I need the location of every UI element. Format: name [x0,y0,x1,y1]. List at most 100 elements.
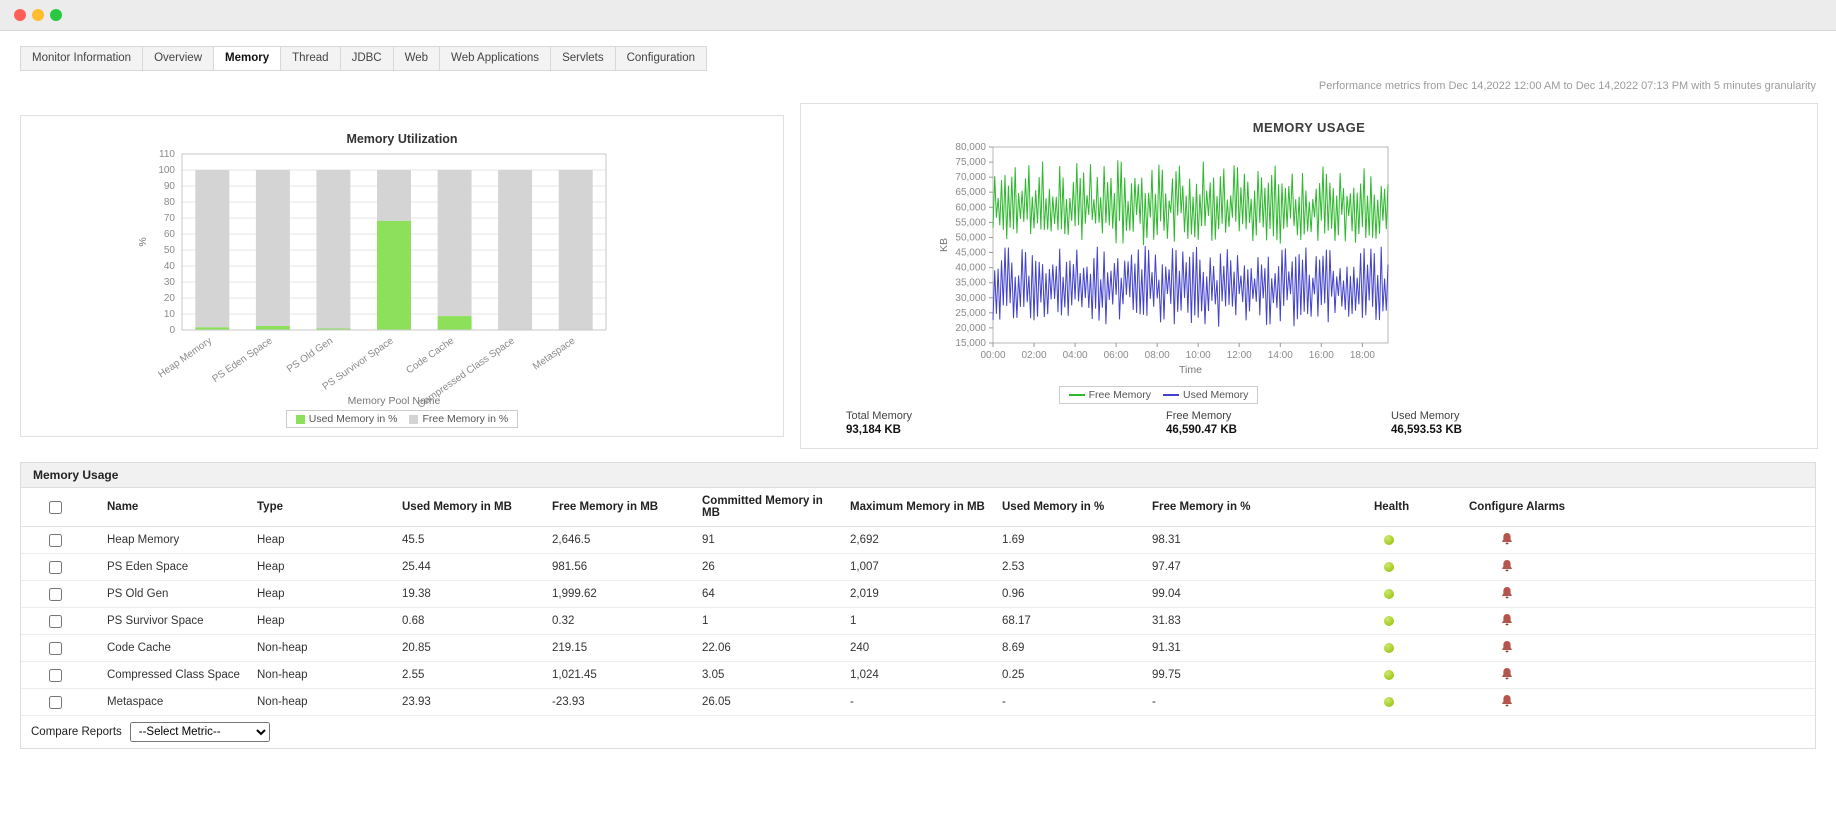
compare-metric-select[interactable]: --Select Metric-- [129,722,270,742]
configure-alarms-icon[interactable] [1501,532,1513,545]
summary-used-memory: Used Memory 46,593.53 KB [1391,410,1462,436]
legend-swatch [295,414,305,424]
summary-value: 46,590.47 KB [1166,424,1237,436]
svg-text:70,000: 70,000 [955,172,986,183]
configure-alarms-icon[interactable] [1501,640,1513,653]
cell-free-mb: 0.32 [544,607,694,635]
column-header-used-memory-in-mb: Used Memory in MB [394,488,544,527]
cell-max-mb: 240 [842,634,994,662]
row-checkbox[interactable] [49,614,62,628]
summary-free-memory: Free Memory 46,590.47 KB [1166,410,1237,436]
cell-type: Heap [249,607,394,635]
tab-configuration[interactable]: Configuration [614,46,708,71]
svg-text:Metaspace: Metaspace [531,335,578,372]
tab-monitor-information[interactable]: Monitor Information [20,46,144,71]
svg-text:Memory Pool Name: Memory Pool Name [348,395,441,407]
svg-text:18:00: 18:00 [1350,350,1375,361]
tab-overview[interactable]: Overview [142,46,215,71]
summary-label: Used Memory [1391,410,1460,422]
summary-value: 46,593.53 KB [1391,424,1462,436]
tab-jdbc[interactable]: JDBC [339,46,394,71]
table-row: PS Old Gen Heap 19.38 1,999.62 64 2,019 0.96 99… [21,580,1815,608]
cell-used-mb: 20.85 [394,634,544,662]
configure-alarms-icon[interactable] [1501,559,1513,572]
svg-text:10: 10 [164,309,176,320]
svg-text:40: 40 [164,261,176,272]
cell-free-mb: 219.15 [544,634,694,662]
row-checkbox[interactable] [49,587,62,601]
cell-free-mb: 2,646.5 [544,526,694,554]
cell-free-mb: 981.56 [544,553,694,581]
svg-text:KB: KB [938,238,950,252]
cell-type: Non-heap [249,661,394,689]
row-checkbox[interactable] [49,533,62,547]
close-button[interactable] [14,9,26,21]
summary-total-memory: Total Memory 93,184 KB [846,410,912,436]
svg-text:30,000: 30,000 [955,293,986,304]
cell-committed-mb: 64 [694,580,842,608]
svg-text:20,000: 20,000 [955,323,986,334]
row-checkbox[interactable] [49,641,62,655]
maximize-button[interactable] [50,9,62,21]
section-title: Memory Usage [21,463,1815,488]
cell-free-pct: 97.47 [1144,553,1354,581]
column-header-health: Health [1354,488,1449,527]
cell-free-pct: 31.83 [1144,607,1354,635]
tab-web-applications[interactable]: Web Applications [439,46,552,71]
tab-thread[interactable]: Thread [280,46,341,71]
row-checkbox[interactable] [49,695,62,709]
row-checkbox[interactable] [49,560,62,574]
cell-committed-mb: 26 [694,553,842,581]
cell-free-mb: 1,021.45 [544,661,694,689]
chart-legend: Free Memory Used Memory [1058,386,1259,404]
column-header-maximum-memory-in-mb: Maximum Memory in MB [842,488,994,527]
cell-free-pct: - [1144,688,1354,716]
cell-used-pct: 8.69 [994,634,1144,662]
select-all-checkbox[interactable] [49,500,62,514]
row-checkbox[interactable] [49,668,62,682]
configure-alarms-icon[interactable] [1501,613,1513,626]
svg-text:80,000: 80,000 [955,142,986,153]
svg-text:20: 20 [164,293,176,304]
tab-web[interactable]: Web [392,46,441,71]
configure-alarms-icon[interactable] [1501,667,1513,680]
cell-type: Heap [249,580,394,608]
cell-used-mb: 25.44 [394,553,544,581]
cell-committed-mb: 1 [694,607,842,635]
legend-swatch [409,414,419,424]
legend-swatch [1163,394,1180,396]
window-titlebar [0,0,1836,31]
cell-name: Compressed Class Space [99,661,249,689]
cell-used-pct: 68.17 [994,607,1144,635]
column-header-free-memory-in: Free Memory in % [1144,488,1354,527]
cell-name: Metaspace [99,688,249,716]
cell-name: PS Survivor Space [99,607,249,635]
minimize-button[interactable] [32,9,44,21]
cell-name: PS Old Gen [99,580,249,608]
tab-servlets[interactable]: Servlets [550,46,616,71]
cell-used-mb: 23.93 [394,688,544,716]
cell-max-mb: - [842,688,994,716]
memory-usage-table-section: Memory Usage Name Type Used Memory in MB Fr… [20,462,1816,749]
svg-text:06:00: 06:00 [1104,350,1129,361]
summary-value: 93,184 KB [846,424,901,436]
tab-memory[interactable]: Memory [213,46,282,71]
cell-used-mb: 19.38 [394,580,544,608]
cell-used-mb: 0.68 [394,607,544,635]
memory-utilization-chart-title: Memory Utilization [346,132,458,146]
configure-alarms-icon[interactable] [1501,586,1513,599]
cell-free-mb: 1,999.62 [544,580,694,608]
svg-text:0: 0 [169,325,175,336]
svg-text:110: 110 [159,149,175,160]
table-row: Heap Memory Heap 45.5 2,646.5 91 2,692 1.69 98.… [21,526,1815,554]
memory-usage-legend-wrap: Free Memory Used Memory [931,383,1386,404]
svg-text:55,000: 55,000 [955,217,986,228]
health-indicator [1384,534,1394,545]
svg-text:40,000: 40,000 [955,263,986,274]
health-indicator [1384,588,1394,599]
svg-text:Heap Memory: Heap Memory [156,335,214,380]
chart-legend: Used Memory in % Free Memory in % [285,410,519,428]
cell-used-mb: 45.5 [394,526,544,554]
configure-alarms-icon[interactable] [1501,694,1513,707]
